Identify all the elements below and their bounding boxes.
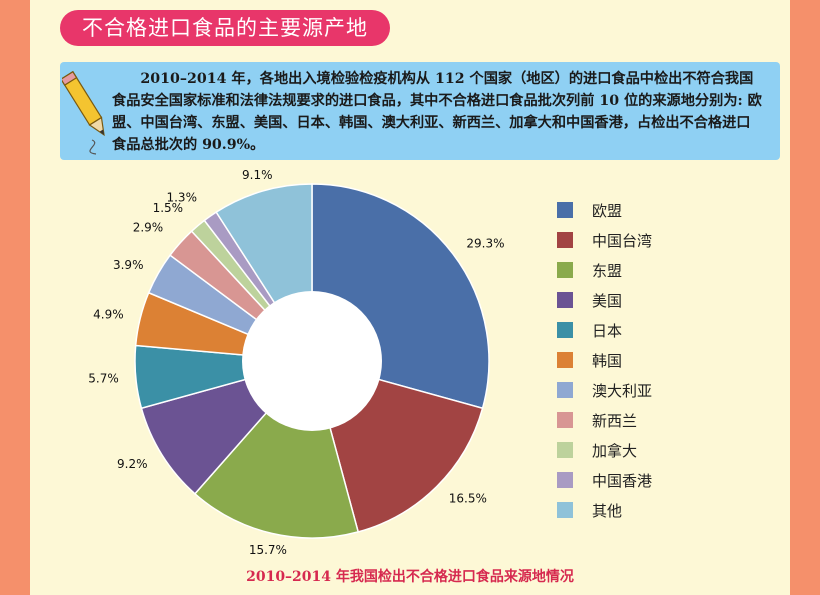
legend-label-11: 其他 <box>592 502 622 520</box>
legend-swatch-7 <box>557 382 573 398</box>
slice-label-1: 29.3% <box>466 237 504 251</box>
page-title: 不合格进口食品的主要源产地 <box>60 10 390 46</box>
legend-label-6: 韩国 <box>592 352 622 370</box>
slice-label-11: 9.1% <box>242 168 273 182</box>
legend-swatch-5 <box>557 322 573 338</box>
legend-label-3: 东盟 <box>592 262 622 280</box>
slice-labels-group: 29.3% 16.5% 15.7% 9.2% 5.7% 4.9% 3.9% 2.9% 1.5%1… <box>88 168 504 557</box>
note-box <box>60 62 780 160</box>
slice-label-6: 4.9% <box>93 308 124 322</box>
legend-label-10: 中国香港 <box>592 472 652 490</box>
legend-swatch-1 <box>557 202 573 218</box>
slice-label-8: 2.9% <box>133 220 164 234</box>
legend-swatch-2 <box>557 232 573 248</box>
legend-label-5: 日本 <box>592 322 622 340</box>
slice-label-9: 1.5% <box>153 201 184 215</box>
legend-swatch-11 <box>557 502 573 518</box>
note-text: 2010–2014 年，各地出入境检验检疫机构从 112 个国家（地区）的进口食… <box>112 71 762 153</box>
legend-label-4: 美国 <box>592 292 622 310</box>
slice-label-7: 3.9% <box>113 258 144 272</box>
donut-hole <box>242 291 382 431</box>
legend-swatch-10 <box>557 472 573 488</box>
slice-label-4: 9.2% <box>117 457 148 471</box>
chart-caption: 2010–2014 年我国检出不合格进口食品来源地情况 <box>246 569 574 585</box>
slice-label-10: 1.3% <box>166 190 197 204</box>
slice-label-5: 5.7% <box>88 372 119 386</box>
legend-label-1: 欧盟 <box>592 202 622 220</box>
legend-swatch-3 <box>557 262 573 278</box>
pencil-icon <box>62 70 105 155</box>
slice-label-3: 15.7% <box>249 543 287 557</box>
slice-label-2: 16.5% <box>449 492 487 506</box>
legend-swatch-8 <box>557 412 573 428</box>
legend-swatch-9 <box>557 442 573 458</box>
legend-swatch-6 <box>557 352 573 368</box>
legend-label-7: 澳大利亚 <box>592 382 652 400</box>
legend-label-2: 中国台湾 <box>592 232 652 250</box>
legend-label-9: 加拿大 <box>592 442 637 460</box>
legend-swatch-4 <box>557 292 573 308</box>
legend-label-8: 新西兰 <box>592 412 637 430</box>
